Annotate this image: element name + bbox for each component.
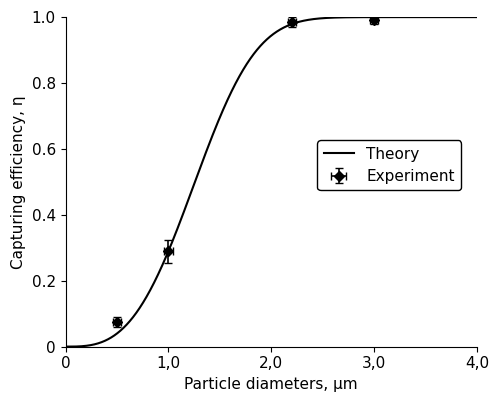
Theory [252,50,258,55]
Legend: Theory, Experiment: Theory, Experiment [318,141,461,190]
X-axis label: Particle diameters, μm: Particle diameters, μm [184,377,358,392]
Theory [474,15,480,19]
Theory [386,15,392,19]
Theory [262,38,268,43]
Theory [84,343,89,348]
Theory [462,15,468,19]
Line: Theory: Theory [66,17,477,347]
Y-axis label: Capturing efficiency, η: Capturing efficiency, η [11,95,26,269]
Theory [62,344,68,349]
Theory [462,15,468,19]
